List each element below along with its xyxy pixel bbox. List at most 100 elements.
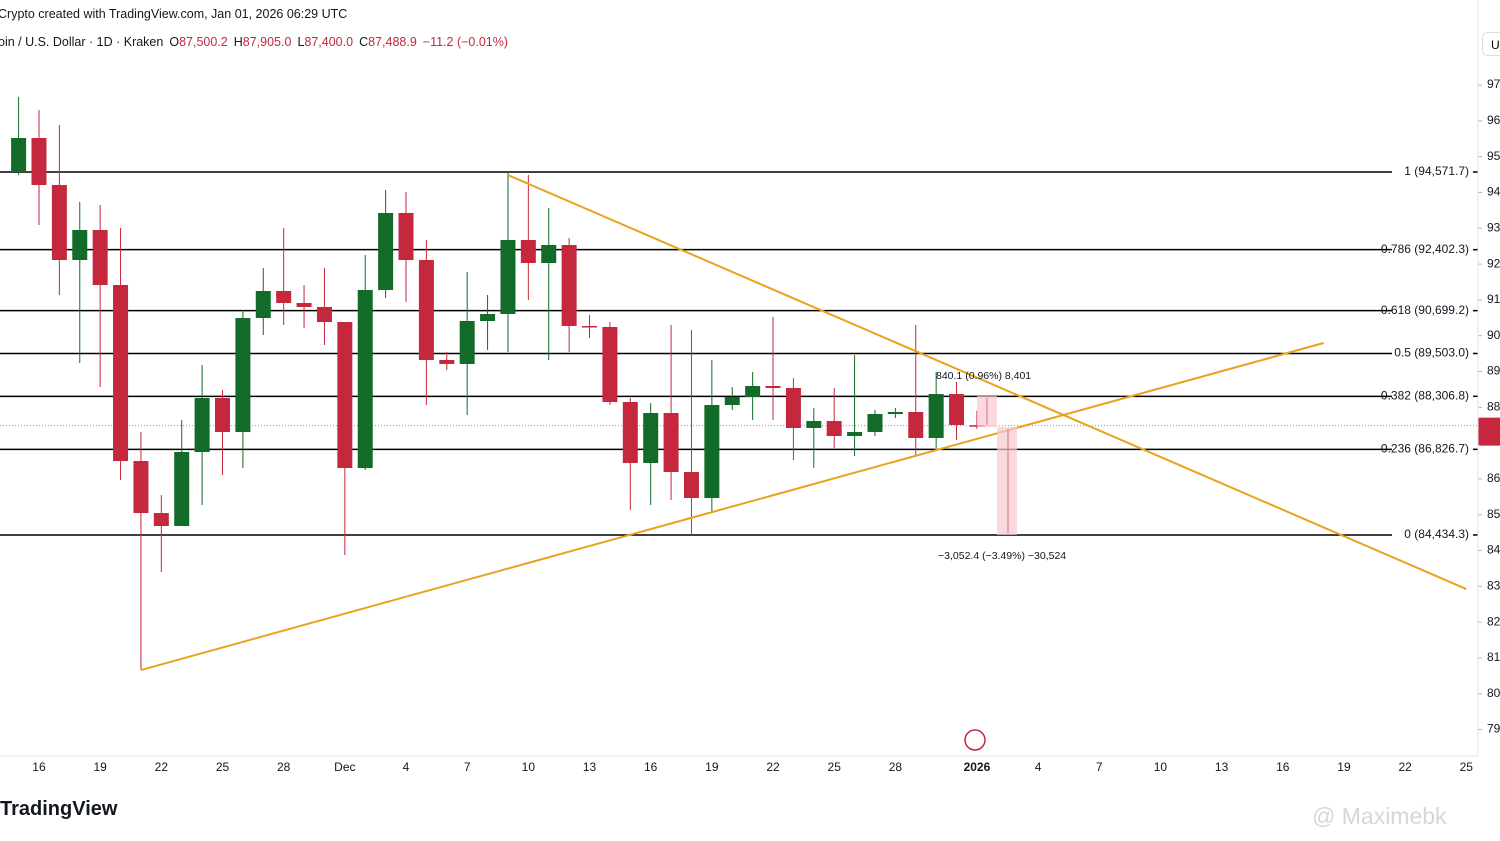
candle-body: [765, 386, 781, 389]
ohlc-key: C: [359, 35, 369, 49]
x-tick-label: 7: [1096, 760, 1103, 774]
trendline: [140, 342, 1324, 671]
candle-body: [459, 321, 475, 364]
candle-body: [704, 405, 720, 499]
ohlc-value: 87,500.2: [179, 35, 228, 49]
candle-body: [215, 397, 230, 433]
y-tick-label: 90: [1487, 328, 1500, 342]
candle-body: [337, 322, 353, 469]
ohlc-value: 87,488.9: [368, 35, 417, 49]
x-tick-label: Dec: [334, 760, 355, 774]
x-tick-label: 16: [1276, 760, 1290, 774]
y-tick-label: 88: [1487, 399, 1500, 413]
candle-body: [724, 396, 740, 406]
y-tick-label: 81: [1487, 650, 1500, 664]
measure-label: −3,052.4 (−3.49%) −30,524: [938, 550, 1066, 562]
price-tag: [1478, 417, 1500, 446]
level-label: 0.382 (88,306.8): [1381, 388, 1469, 402]
logo-text: TradingView: [0, 798, 118, 820]
candle-body: [949, 394, 965, 425]
y-tick-label: 82: [1487, 614, 1500, 628]
ohlc-value: 87,905.0: [242, 35, 292, 49]
symbol: oin / U.S. Dollar · 1D · Kraken: [0, 35, 164, 49]
x-tick-label: 22: [766, 760, 780, 774]
level-label: 0.618 (90,699.2): [1381, 303, 1469, 317]
candle-body: [785, 388, 801, 429]
ohlc-item: C87,488.9: [359, 35, 417, 49]
x-tick-label: 25: [216, 760, 230, 774]
x-tick-label: 13: [1215, 760, 1229, 774]
y-tick-label: 95: [1487, 149, 1500, 163]
y-tick-label: 80: [1487, 686, 1500, 700]
candle-body: [398, 212, 414, 260]
candle-body: [541, 244, 557, 264]
x-tick-label: 10: [1154, 760, 1168, 774]
x-tick-label: 28: [277, 760, 291, 774]
ohlc-key: H: [233, 35, 243, 49]
y-tick-label: 94: [1487, 185, 1500, 199]
x-tick-label: 19: [1337, 760, 1351, 774]
x-tick-label: 4: [1035, 760, 1042, 774]
candle-body: [357, 290, 373, 469]
candle-body: [133, 461, 149, 514]
measure-box: [997, 427, 1017, 535]
y-tick-label: 93: [1487, 220, 1500, 234]
ohlc: O87,500.2 H87,905.0 L87,400.0 C87,488.9: [169, 35, 416, 49]
y-tick-label: 85: [1487, 507, 1500, 521]
candle-body: [520, 239, 536, 264]
candle-body: [92, 229, 108, 285]
x-tick-label: 7: [464, 760, 471, 774]
ohlc-value: 87,400.0: [304, 35, 354, 49]
candle-body: [745, 386, 761, 397]
x-tick-label: 25: [1460, 760, 1474, 774]
candle-body: [31, 138, 47, 185]
y-tick-label: 92: [1487, 256, 1500, 270]
level-label: 0 (84,434.3): [1404, 527, 1469, 541]
y-tick-label: 84: [1487, 543, 1500, 557]
level-label: 0.5 (89,503.0): [1394, 346, 1469, 360]
y-tick-label: 79: [1487, 722, 1500, 736]
candle-body: [683, 472, 699, 499]
y-tick-label: 86: [1487, 471, 1500, 485]
x-tick-label: 16: [32, 760, 46, 774]
candle-body: [806, 421, 822, 429]
candle-body: [194, 397, 210, 452]
candle-body: [928, 394, 944, 438]
candle-body: [867, 414, 883, 433]
candle-body: [561, 244, 577, 326]
x-tick-label: 22: [1398, 760, 1412, 774]
logo: TradingView: [0, 798, 117, 821]
candle-body: [72, 229, 88, 260]
candle-body: [255, 291, 271, 319]
candle-body: [51, 184, 67, 260]
ohlc-key: L: [297, 35, 305, 49]
watermark: @ Maximebk: [1312, 803, 1447, 829]
candle-body: [663, 413, 679, 473]
candle-body: [847, 432, 863, 436]
candle-body: [602, 326, 618, 403]
x-tick-label: 4: [403, 760, 410, 774]
x-tick-label: 25: [828, 760, 842, 774]
candle-body: [316, 307, 332, 323]
x-tick-label: 13: [583, 760, 597, 774]
y-tick-label: 91: [1487, 292, 1500, 306]
measure-label: 840.1 (0.96%) 8,401: [936, 370, 1031, 382]
y-tick-label: 83: [1487, 579, 1500, 593]
ohlc-item: O87,500.2: [169, 35, 227, 49]
x-tick-label: 2026: [964, 760, 991, 774]
candle-body: [643, 413, 659, 464]
corner-button[interactable]: U: [1482, 32, 1500, 56]
candle-body: [11, 138, 27, 172]
candle-body: [622, 402, 638, 464]
event-icon[interactable]: [964, 729, 986, 751]
level-label: 1 (94,571.7): [1404, 164, 1469, 178]
candle-body: [276, 291, 292, 304]
candle-body: [582, 325, 598, 328]
x-tick-label: 19: [93, 760, 107, 774]
candle-body: [296, 303, 312, 308]
change: −11.2 (−0.01%): [422, 35, 509, 49]
candle-body: [113, 284, 129, 462]
candle-body: [174, 451, 190, 527]
